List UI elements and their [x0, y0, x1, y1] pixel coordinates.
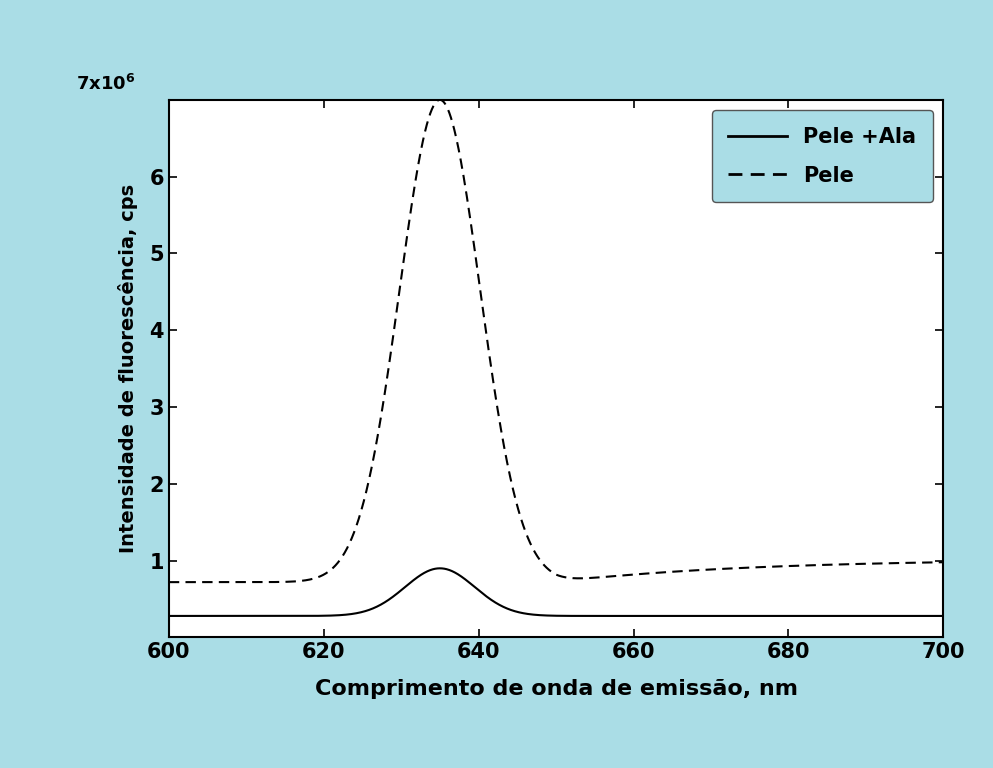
- Legend: Pele +Ala, Pele: Pele +Ala, Pele: [712, 111, 933, 202]
- Text: $\mathbf{7x10^6}$: $\mathbf{7x10^6}$: [75, 74, 135, 94]
- Y-axis label: Intensidade de fluorescência, cps: Intensidade de fluorescência, cps: [118, 184, 138, 553]
- X-axis label: Comprimento de onda de emissão, nm: Comprimento de onda de emissão, nm: [315, 679, 797, 699]
